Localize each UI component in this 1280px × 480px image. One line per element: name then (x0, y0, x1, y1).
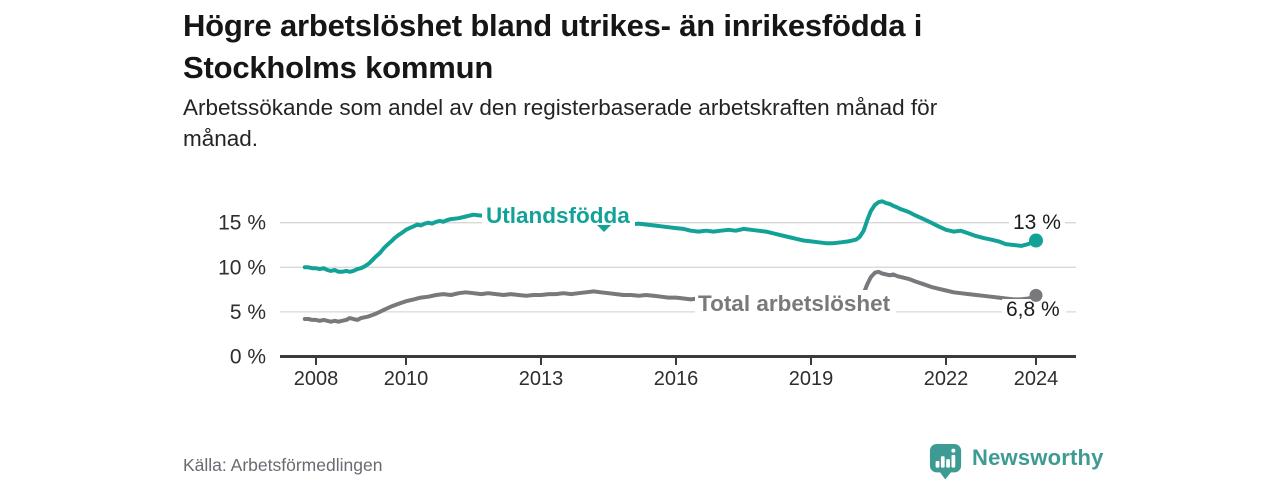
chart-title-line2: Stockholms kommun (183, 50, 494, 85)
newsworthy-logo: Newsworthy (929, 443, 1104, 480)
end-label-mask (1009, 210, 1065, 234)
end-value-label: 13 % (1013, 211, 1061, 234)
x-tick-label: 2008 (294, 368, 339, 390)
x-tick-label: 2022 (924, 368, 969, 390)
x-tick-label: 2010 (384, 368, 429, 390)
y-tick-label: 5 % (230, 301, 266, 324)
series-label-mask (695, 290, 896, 317)
y-tick-label: 0 % (230, 346, 266, 369)
chart-title-line1: Högre arbetslöshet bland utrikes- än inr… (183, 8, 923, 43)
series-line-0 (302, 199, 1038, 274)
end-value-label: 6,8 % (1006, 298, 1060, 321)
x-tick-label: 2024 (1014, 368, 1059, 390)
series-line-1 (302, 269, 1038, 324)
source-note: Källa: Arbetsförmedlingen (183, 455, 383, 475)
newsworthy-logo-icon (929, 444, 962, 480)
series-label: Utlandsfödda (486, 203, 630, 228)
x-tick-label: 2013 (519, 368, 564, 390)
series-label-mask (482, 200, 635, 228)
chart-subtitle-line1: Arbetssökande som andel av den registerb… (183, 95, 938, 120)
y-tick-label: 15 % (218, 212, 266, 235)
y-tick-label: 10 % (218, 256, 266, 279)
x-tick-label: 2019 (789, 368, 834, 390)
series-label-pointer-icon (597, 225, 611, 232)
series-end-dot (1029, 288, 1043, 302)
x-tick-label: 2016 (654, 368, 699, 390)
end-label-mask (1002, 299, 1066, 321)
chart-subtitle-line2: månad. (183, 126, 259, 151)
series-label: Total arbetslöshet (698, 291, 891, 316)
newsworthy-logo-text: Newsworthy (972, 445, 1104, 470)
chart-title: Högre arbetslöshet bland utrikes- än inr… (183, 5, 922, 89)
chart-subtitle: Arbetssökande som andel av den registerb… (183, 92, 937, 154)
series-end-dot (1029, 233, 1043, 248)
